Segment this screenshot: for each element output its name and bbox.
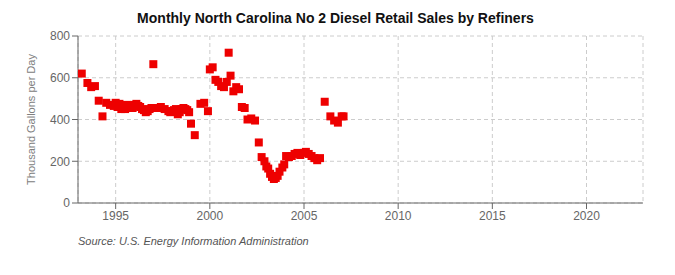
- svg-text:0: 0: [63, 196, 70, 210]
- svg-text:2000: 2000: [196, 209, 223, 223]
- svg-text:200: 200: [50, 155, 70, 169]
- html-text:Source: U.S. Energy Informatio: Source: U.S. Energy Information Administ…: [78, 235, 309, 247]
- svg-text:2005: 2005: [291, 209, 318, 223]
- svg-text:1995: 1995: [102, 209, 129, 223]
- html-text:Monthly North Carolina No 2 Di: Monthly North Carolina No 2 Diesel Retai…: [137, 10, 534, 26]
- svg-text:2015: 2015: [479, 209, 506, 223]
- svg-text:800: 800: [50, 29, 70, 43]
- svg-text:Thousand Gallons per Day: Thousand Gallons per Day: [25, 54, 37, 185]
- svg-text:2010: 2010: [385, 209, 412, 223]
- svg-text:2020: 2020: [573, 209, 600, 223]
- svg-text:400: 400: [50, 113, 70, 127]
- svg-text:600: 600: [50, 71, 70, 85]
